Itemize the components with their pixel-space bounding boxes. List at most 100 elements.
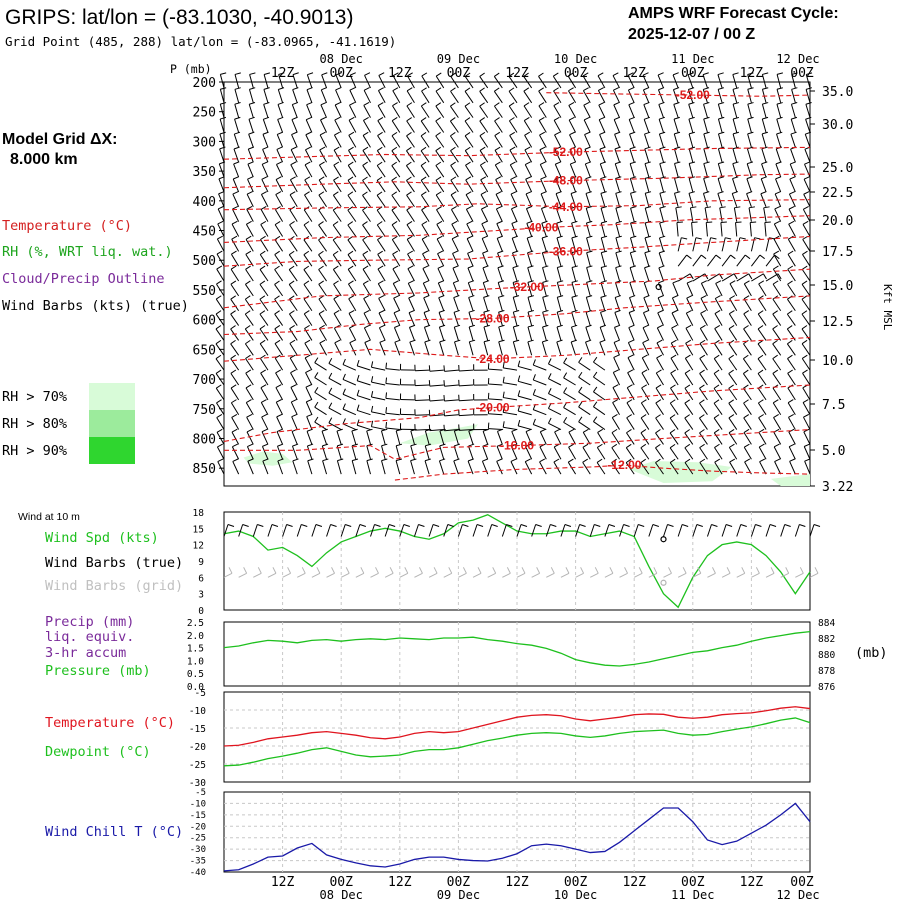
wind-barb-flag	[686, 280, 693, 284]
wind-barb-flag	[613, 339, 620, 343]
wind-barb	[743, 328, 752, 341]
wind-barb-flag	[732, 161, 739, 165]
wind-barb-flag	[586, 235, 593, 239]
wind-barb	[615, 252, 621, 267]
wind-barb-flag	[259, 265, 266, 270]
wind-barb-flag	[378, 280, 384, 285]
wind-barb-flag	[557, 265, 564, 269]
wind-barb-flag	[290, 161, 297, 166]
wind-barb-flag	[366, 458, 373, 462]
wind-barb	[614, 282, 621, 297]
wind-barb-flag	[230, 310, 236, 315]
wind-barb	[747, 103, 752, 118]
wind-barb	[488, 413, 503, 416]
wind-barb	[757, 328, 767, 341]
wind-barb-flag	[555, 176, 562, 180]
wind-barb	[714, 298, 723, 311]
wind-barb	[259, 269, 269, 282]
wind-barb	[420, 105, 430, 118]
wind-barb-flag	[307, 72, 314, 76]
wind-barb	[699, 358, 708, 371]
wind-barb	[366, 430, 371, 445]
wind-barb	[627, 75, 635, 89]
wind-barb	[435, 194, 445, 208]
wind-barb-flag	[643, 309, 650, 314]
wind-barb-flag	[733, 273, 738, 280]
wind-barb-flag	[597, 428, 603, 433]
wind-barb-flag	[233, 161, 240, 165]
wind-barb-flag	[630, 191, 637, 194]
wind-barb	[450, 150, 459, 163]
wind-barb	[349, 74, 357, 89]
wind-barb-flag	[479, 131, 486, 137]
wind-barb	[409, 341, 415, 356]
wind-barb-flag	[424, 458, 431, 462]
wind-barb	[672, 282, 679, 297]
wind-barb	[525, 193, 533, 207]
wind-barb	[429, 384, 444, 387]
wind-barb-flag	[625, 458, 632, 464]
wind-barb	[437, 282, 445, 297]
wind-barb	[483, 341, 489, 356]
wind-barb-flag	[705, 206, 712, 209]
wind-barb-flag	[776, 87, 783, 90]
wind-barb-flag	[385, 377, 388, 384]
wind-barb-flag	[261, 176, 268, 180]
wind-barb-flag	[600, 176, 607, 180]
wind-barb-flag	[497, 265, 504, 269]
wind-barb	[721, 254, 731, 267]
wind-barb	[684, 387, 694, 401]
wind-barb-flag	[670, 384, 676, 389]
wind-barb-flag	[714, 310, 721, 314]
wind-barb	[347, 269, 357, 282]
wind-barb-flag	[628, 87, 635, 91]
wind-barb	[276, 446, 284, 460]
true-wind-barb-flag	[301, 524, 308, 527]
true-wind-barb-flag	[784, 524, 791, 527]
wind-barb	[611, 462, 620, 475]
bottom-day-label: 10 Dec	[554, 888, 597, 900]
wind-barb-flag	[582, 443, 589, 448]
wind-barb	[332, 224, 342, 237]
wind-barb-flag	[554, 428, 561, 433]
wind-barb	[614, 148, 621, 163]
wind-barb	[347, 283, 357, 297]
wind-barb-flag	[643, 101, 650, 106]
wind-barb-flag	[406, 221, 413, 226]
top-time-tick: 00Z	[447, 66, 471, 81]
wind-barb-flag	[659, 131, 666, 135]
wind-barb	[435, 90, 445, 104]
wind-barb-flag	[630, 206, 637, 209]
wind-barb	[479, 120, 489, 133]
wind-barb	[612, 75, 620, 89]
wind-barb	[415, 384, 430, 387]
wind-barb-flag	[439, 458, 446, 462]
wind-barb	[533, 379, 547, 386]
wind-barb-flag	[289, 325, 295, 330]
wind-barb-flag	[686, 254, 692, 260]
wind-barb-flag	[743, 414, 750, 419]
wind-barb-flag	[704, 273, 709, 280]
wind-barb	[366, 445, 371, 460]
wind-barb	[347, 224, 357, 237]
wind-barb-flag	[334, 101, 341, 106]
wind-barb-flag	[672, 72, 679, 76]
wind-barb	[568, 105, 577, 118]
y-right-tick-label: 882	[818, 634, 835, 645]
wind-barb-flag	[578, 357, 583, 363]
wind-barb-flag	[787, 250, 794, 255]
wind-barb	[335, 89, 342, 103]
wind-barb	[626, 417, 635, 430]
wind-barb	[357, 424, 371, 431]
wind-barb-flag	[630, 176, 637, 179]
true-wind-barb-flag	[388, 524, 396, 527]
wind-barb	[362, 195, 371, 208]
wind-barb-flag	[527, 235, 534, 239]
wind-barb	[642, 342, 650, 356]
wind-barb	[508, 120, 518, 133]
wind-barbs	[215, 72, 813, 475]
wind-barb-flag	[420, 161, 427, 166]
wind-barb-flag	[436, 220, 443, 225]
wind-barb-flag	[437, 250, 444, 255]
